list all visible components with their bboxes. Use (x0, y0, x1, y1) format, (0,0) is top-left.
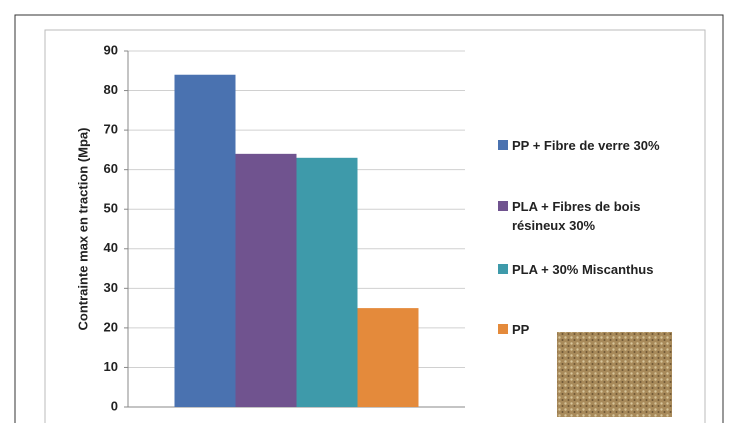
legend-label: PP + Fibre de verre 30% (512, 138, 660, 153)
legend-swatch (498, 264, 508, 274)
legend-swatch (498, 324, 508, 334)
y-tick-label: 0 (111, 398, 118, 413)
bar (174, 74, 236, 407)
bar (296, 157, 358, 407)
chart-frame (44, 29, 706, 423)
y-tick-label: 10 (104, 359, 118, 374)
y-tick-label: 90 (104, 42, 118, 57)
y-axis-label: Contrainte max en traction (Mpa) (75, 128, 90, 331)
y-tick-label: 70 (104, 122, 118, 137)
legend-swatch (498, 201, 508, 211)
legend-label: PLA + Fibres de bois résineux 30% (512, 199, 641, 233)
y-tick-label: 40 (104, 240, 118, 255)
outer-frame (14, 14, 724, 423)
y-tick-label: 50 (104, 201, 118, 216)
legend-swatch (498, 140, 508, 150)
bar (235, 153, 297, 407)
legend-label: PLA + 30% Miscanthus (512, 262, 654, 277)
y-tick-label: 30 (104, 280, 118, 295)
y-tick-label: 60 (104, 161, 118, 176)
bar (357, 308, 419, 407)
y-tick-label: 20 (104, 319, 118, 334)
legend-label: PP (512, 322, 530, 337)
y-tick-label: 80 (104, 82, 118, 97)
fiber-photo (557, 332, 672, 417)
